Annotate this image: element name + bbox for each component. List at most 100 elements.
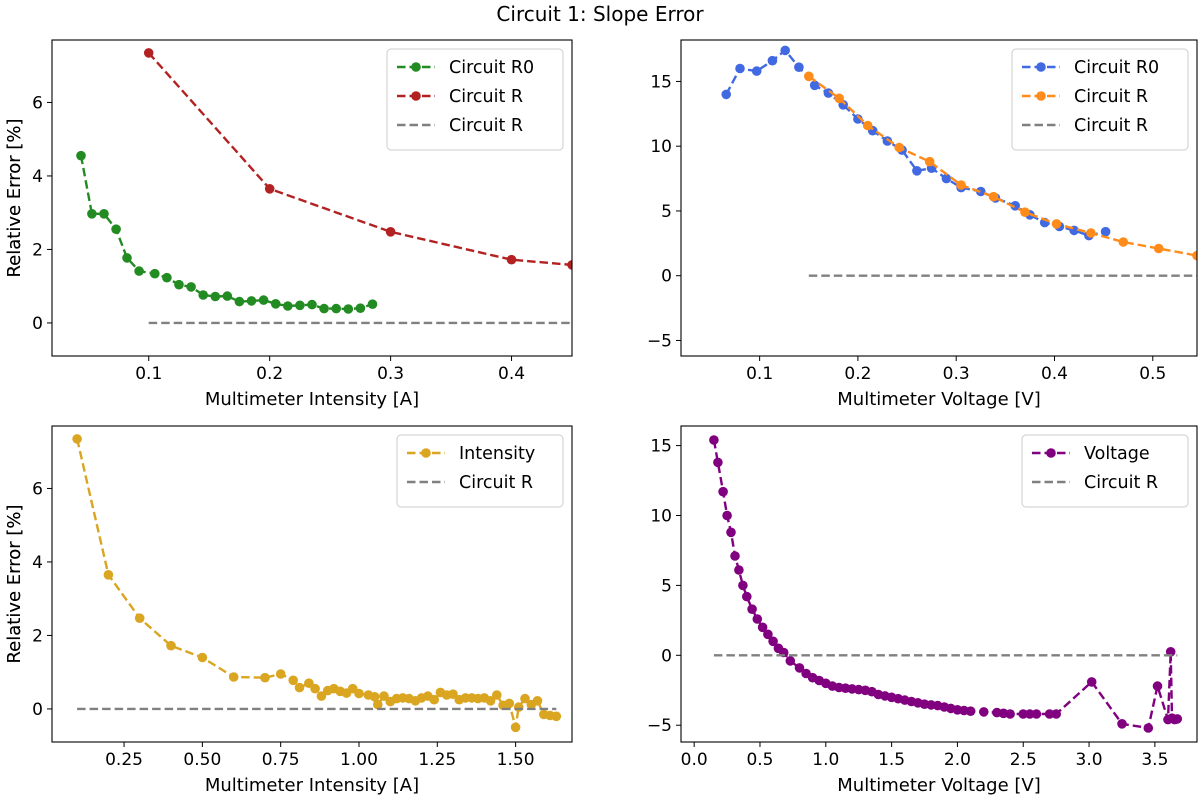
data-point	[718, 486, 728, 497]
data-point	[379, 691, 389, 701]
data-point	[1025, 709, 1035, 719]
x-tick-label: 0.50	[183, 750, 221, 770]
data-point	[1192, 250, 1197, 261]
data-point	[894, 142, 904, 153]
data-point	[506, 254, 517, 265]
x-axis-label: Multimeter Voltage [V]	[837, 389, 1040, 410]
x-tick-label: 0.2	[256, 364, 283, 384]
series-4-1	[709, 435, 1183, 733]
y-tick-label: 10	[650, 506, 672, 526]
axes-frame	[51, 425, 573, 743]
data-point	[767, 55, 778, 66]
chart-panel-1: 0.1 0.2 0.3 0.4 0 2 4 6 Multimeter Intensity [A]…	[4, 39, 573, 410]
y-tick-label: 6	[32, 479, 43, 499]
data-point	[726, 527, 736, 538]
data-point	[373, 699, 383, 710]
data-point	[709, 435, 719, 445]
axes-frame	[51, 39, 573, 357]
data-point	[1086, 228, 1096, 238]
y-axis-label: Relative Error [%]	[4, 504, 25, 663]
data-point	[122, 253, 132, 263]
data-point	[1010, 201, 1020, 211]
data-point	[367, 299, 378, 310]
data-point	[551, 711, 562, 722]
data-point	[198, 290, 208, 300]
series-2-2	[804, 71, 1197, 261]
y-tick-label: 0	[32, 700, 43, 720]
data-point	[258, 295, 269, 305]
y-tick-label: 5	[661, 576, 672, 596]
x-tick-label: 0.3	[943, 364, 970, 384]
legend: Circuit R0 Circuit R Circuit R	[1011, 48, 1189, 151]
data-point	[134, 613, 145, 623]
data-point	[222, 291, 233, 301]
x-tick-label: 0.2	[844, 364, 871, 384]
y-axis-label: Relative Error [%]	[4, 118, 25, 277]
y-tick-label: −5	[647, 331, 672, 351]
data-point	[721, 89, 731, 100]
data-point	[385, 227, 396, 237]
data-point	[354, 688, 364, 699]
data-point	[1117, 719, 1127, 729]
data-point	[988, 191, 999, 202]
data-point	[730, 551, 740, 561]
data-point	[979, 707, 989, 717]
data-point	[1031, 709, 1042, 719]
x-tick-label: 0.0	[681, 750, 708, 770]
series-line	[79, 155, 373, 311]
data-point	[343, 304, 354, 314]
data-point	[111, 224, 121, 234]
x-tick-label: 2.5	[1010, 750, 1037, 770]
data-point	[956, 180, 966, 190]
data-point	[853, 114, 863, 124]
x-tick-label: 0.4	[498, 364, 525, 384]
legend: Voltage Circuit R	[1021, 434, 1189, 508]
data-point	[532, 696, 543, 706]
data-point	[1018, 709, 1028, 719]
y-tick-label: 0	[32, 314, 43, 334]
x-tick-label: 0.5	[746, 750, 773, 770]
data-point	[162, 272, 172, 283]
x-tick-label: 0.25	[105, 750, 143, 770]
data-point	[228, 672, 239, 682]
legend-label: Circuit R	[1074, 87, 1148, 107]
data-point	[234, 296, 245, 307]
data-point	[76, 150, 86, 161]
data-point	[1152, 681, 1163, 691]
data-point	[304, 678, 314, 688]
data-point	[186, 282, 196, 292]
x-tick-label: 0.4	[1041, 364, 1068, 384]
data-point	[567, 260, 572, 270]
x-axis-label: Multimeter Voltage [V]	[837, 775, 1040, 796]
data-point	[1051, 709, 1061, 719]
legend-marker	[1046, 448, 1056, 458]
legend-label: Circuit R	[449, 87, 523, 107]
data-point	[722, 510, 732, 521]
y-tick-label: 15	[650, 72, 672, 92]
data-point	[295, 300, 305, 311]
legend-label: Voltage	[1084, 444, 1150, 464]
data-point	[794, 663, 805, 673]
data-point	[862, 120, 873, 131]
data-point	[1051, 219, 1062, 229]
data-point	[976, 186, 986, 197]
x-tick-label: 0.5	[1139, 364, 1166, 384]
x-tick-label: 1.5	[878, 750, 905, 770]
data-point	[260, 672, 270, 683]
y-tick-label: 0	[661, 646, 672, 666]
data-point	[734, 565, 744, 575]
data-point	[738, 580, 748, 591]
data-point	[492, 690, 502, 700]
legend-label: Circuit R	[1074, 116, 1148, 136]
data-point	[735, 63, 745, 74]
data-point	[316, 691, 327, 701]
data-point	[103, 570, 114, 580]
x-tick-label: 2.0	[944, 750, 971, 770]
data-point	[355, 303, 366, 314]
chart-panel-3: 0.25 0.50 0.75 1.00 1.25 1.50 0 2 4 6 Multimeter I…	[4, 425, 573, 796]
y-tick-label: 4	[32, 553, 43, 573]
data-point	[752, 614, 763, 624]
data-point	[166, 640, 176, 651]
series-1-2	[143, 48, 572, 270]
y-tick-label: 4	[32, 167, 43, 187]
